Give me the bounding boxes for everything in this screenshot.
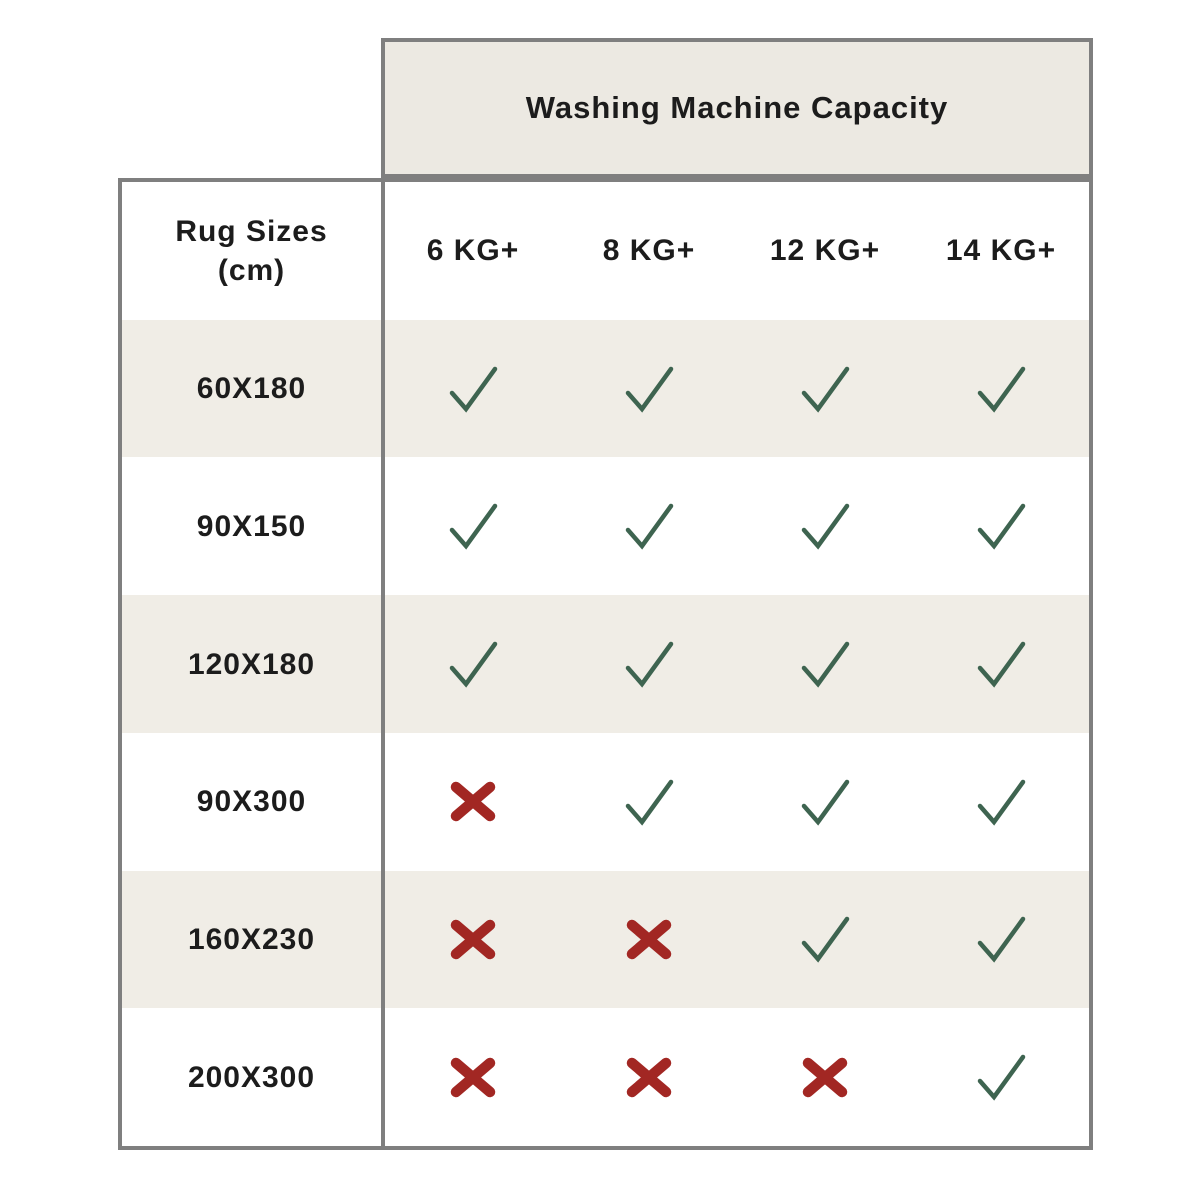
check-icon (620, 364, 678, 414)
table-row: 120X180 (122, 595, 1089, 733)
check-icon (620, 639, 678, 689)
capacity-cells (381, 595, 1089, 733)
capacity-table: Rug Sizes (cm) 6 KG+ 8 KG+ 12 KG+ 14 KG+ 60… (118, 178, 1093, 1150)
capacity-cell (913, 1008, 1089, 1146)
cross-icon (448, 918, 498, 961)
column-header: 8 KG+ (602, 233, 696, 267)
check-icon (796, 639, 854, 689)
capacity-header-box: Washing Machine Capacity (381, 38, 1093, 178)
cross-icon (448, 780, 498, 823)
capacity-cell (737, 320, 913, 458)
check-icon (620, 501, 678, 551)
capacity-cell (385, 733, 561, 871)
check-icon (444, 501, 502, 551)
check-icon (444, 364, 502, 414)
capacity-cell (913, 733, 1089, 871)
capacity-cells (381, 870, 1089, 1009)
table-row: 90X300 (122, 732, 1089, 871)
capacity-cell (737, 871, 913, 1009)
capacity-cells (381, 732, 1089, 871)
check-icon (796, 777, 854, 827)
capacity-cell (737, 457, 913, 595)
rug-size-label: 160X230 (187, 922, 316, 956)
check-icon (796, 914, 854, 964)
table-row: 90X150 (122, 457, 1089, 596)
check-icon (972, 1052, 1030, 1102)
capacity-cell (737, 595, 913, 733)
rug-sizes-header-line2: (cm) (217, 253, 286, 287)
check-icon (444, 639, 502, 689)
cross-icon (800, 1056, 850, 1099)
capacity-cell (561, 1008, 737, 1146)
capacity-cell (913, 871, 1089, 1009)
capacity-cell (385, 320, 561, 458)
table-header-row: Rug Sizes (cm) 6 KG+ 8 KG+ 12 KG+ 14 KG+ (122, 182, 1089, 320)
check-icon (972, 364, 1030, 414)
capacity-cell (561, 871, 737, 1009)
check-icon (972, 914, 1030, 964)
column-header: 12 KG+ (769, 233, 881, 267)
capacity-cells (381, 319, 1089, 458)
table-row: 60X180 (122, 319, 1089, 458)
capacity-cells (381, 1008, 1089, 1147)
rug-size-label: 90X300 (196, 785, 307, 819)
rug-sizes-header-line1: Rug Sizes (175, 214, 328, 248)
capacity-cell (561, 595, 737, 733)
check-icon (972, 777, 1030, 827)
rug-size-label: 200X300 (187, 1060, 316, 1094)
capacity-cell (385, 1008, 561, 1146)
cross-icon (448, 1056, 498, 1099)
rug-size-label: 60X180 (196, 372, 307, 406)
capacity-cell (385, 871, 561, 1009)
rug-size-label: 90X150 (196, 509, 307, 543)
capacity-cell (385, 457, 561, 595)
capacity-header-title: Washing Machine Capacity (525, 90, 949, 125)
capacity-cell (737, 733, 913, 871)
capacity-cells (381, 457, 1089, 596)
table-row: 200X300 (122, 1008, 1089, 1147)
capacity-cell (913, 595, 1089, 733)
column-header: 6 KG+ (426, 233, 520, 267)
capacity-cell (561, 457, 737, 595)
column-headers: 6 KG+ 8 KG+ 12 KG+ 14 KG+ (381, 182, 1089, 320)
check-icon (972, 501, 1030, 551)
capacity-cell (913, 457, 1089, 595)
rug-sizes-header: Rug Sizes (cm) (122, 182, 381, 320)
cross-icon (624, 1056, 674, 1099)
column-header: 14 KG+ (945, 233, 1057, 267)
check-icon (796, 364, 854, 414)
capacity-cell (737, 1008, 913, 1146)
rug-size-label: 120X180 (187, 647, 316, 681)
capacity-cell (385, 595, 561, 733)
check-icon (620, 777, 678, 827)
check-icon (796, 501, 854, 551)
capacity-cell (561, 733, 737, 871)
capacity-cell (561, 320, 737, 458)
capacity-cell (913, 320, 1089, 458)
check-icon (972, 639, 1030, 689)
cross-icon (624, 918, 674, 961)
table-row: 160X230 (122, 870, 1089, 1009)
